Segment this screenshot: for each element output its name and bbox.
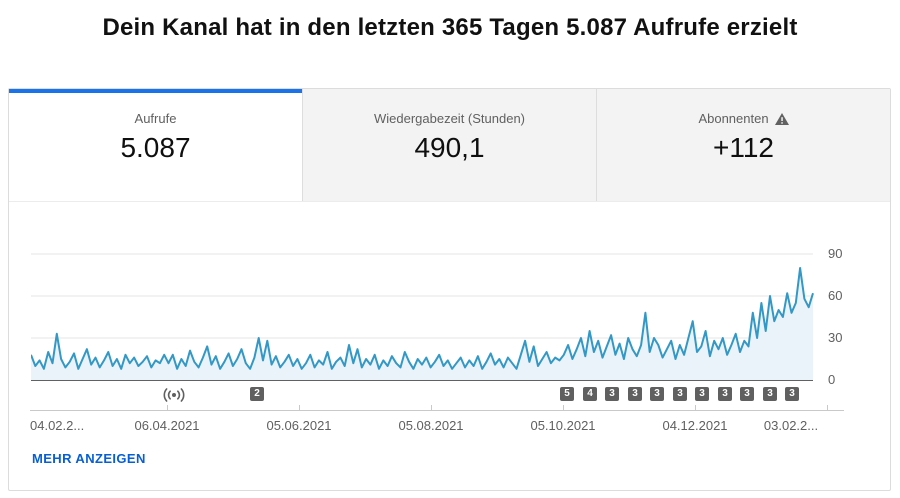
video-badge[interactable]: 3 [763,387,777,401]
tab-wiedergabezeit-value: 490,1 [414,132,485,163]
y-tick-label-90: 90 [828,246,843,261]
more-link[interactable]: MEHR ANZEIGEN [32,451,146,466]
x-tick [695,405,696,410]
x-date-label: 05.08.2021 [398,418,464,433]
tab-aufrufe[interactable]: Aufrufe 5.087 [9,89,302,201]
x-date-label: 06.04.2021 [134,418,200,433]
x-axis-line [30,410,844,411]
video-badge[interactable]: 3 [673,387,687,401]
x-date-label: 03.02.2... [763,418,819,433]
chart-line-aufrufe [31,267,814,370]
video-badge[interactable]: 5 [560,387,574,401]
broadcast-icon[interactable] [161,388,187,407]
x-tick [827,405,828,410]
page-title: Dein Kanal hat in den letzten 365 Tagen … [102,14,798,41]
tab-aufrufe-label: Aufrufe [134,111,177,126]
tab-abonnenten-value: +112 [713,132,774,163]
x-tick [563,405,564,410]
x-date-label: 05.10.2021 [530,418,596,433]
video-badge[interactable]: 3 [740,387,754,401]
x-tick [431,405,432,410]
video-badge[interactable]: 4 [583,387,597,401]
video-badge[interactable]: 3 [695,387,709,401]
x-date-label: 04.02.2... [30,418,85,433]
warning-triangle-icon [774,112,789,125]
x-date-label: 04.12.2021 [662,418,728,433]
video-badge[interactable]: 3 [718,387,732,401]
x-date-label: 05.06.2021 [266,418,332,433]
tab-abonnenten-label: Abonnenten [698,111,769,126]
tab-wiedergabezeit[interactable]: Wiedergabezeit (Stunden) 490,1 [302,89,596,201]
y-tick-label-60: 60 [828,288,843,303]
video-badge[interactable]: 3 [650,387,664,401]
y-tick-label-0: 0 [828,372,836,387]
video-badge[interactable]: 2 [250,387,264,401]
metric-tabs: Aufrufe 5.087 Wiedergabezeit (Stunden) 4… [9,89,890,202]
tab-wiedergabezeit-label: Wiedergabezeit (Stunden) [373,111,526,126]
x-tick [299,405,300,410]
x-tick [167,405,168,410]
y-tick-label-30: 30 [828,330,843,345]
video-badge[interactable]: 3 [785,387,799,401]
analytics-card: Aufrufe 5.087 Wiedergabezeit (Stunden) 4… [8,88,891,491]
views-line-chart[interactable] [31,234,814,384]
video-badge[interactable]: 3 [605,387,619,401]
tab-abonnenten[interactable]: Abonnenten +112 [596,89,890,201]
video-badge[interactable]: 3 [628,387,642,401]
tab-aufrufe-value: 5.087 [120,132,191,163]
